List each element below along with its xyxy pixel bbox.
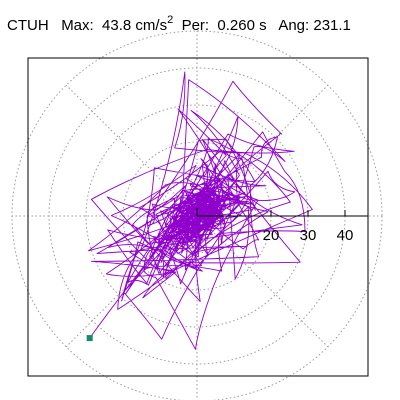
grid-spoke-45	[196, 84, 329, 217]
radial-tick-label-20: 20	[263, 227, 280, 244]
max-value: 43.8	[102, 17, 132, 34]
station-code: CTUH	[7, 17, 49, 34]
axes	[196, 208, 368, 217]
period-unit: s	[259, 17, 267, 34]
plot-frame	[27, 57, 369, 377]
trace-end-marker	[86, 335, 93, 342]
grid-spoke-315	[196, 215, 329, 348]
chart-header: CTUH Max: 43.8 cm/s2 Per: 0.260 s Ang: 2…	[7, 14, 351, 34]
period-value: 0.260	[217, 17, 255, 34]
period-label: Per:	[181, 17, 210, 34]
max-unit: cm/s	[135, 17, 168, 34]
radial-tick-label-40: 40	[337, 227, 354, 244]
tick-labels: 20 30 40	[263, 227, 354, 244]
grid-spoke-135	[65, 84, 198, 217]
orbit-trace	[88, 71, 313, 350]
radial-tick-label-30: 30	[300, 227, 317, 244]
orbit-trace-path	[88, 71, 313, 350]
max-unit-exponent: 2	[167, 14, 174, 26]
max-label: Max:	[61, 17, 94, 34]
angle-value: 231.1	[313, 17, 351, 34]
angle-label: Ang:	[278, 17, 310, 34]
